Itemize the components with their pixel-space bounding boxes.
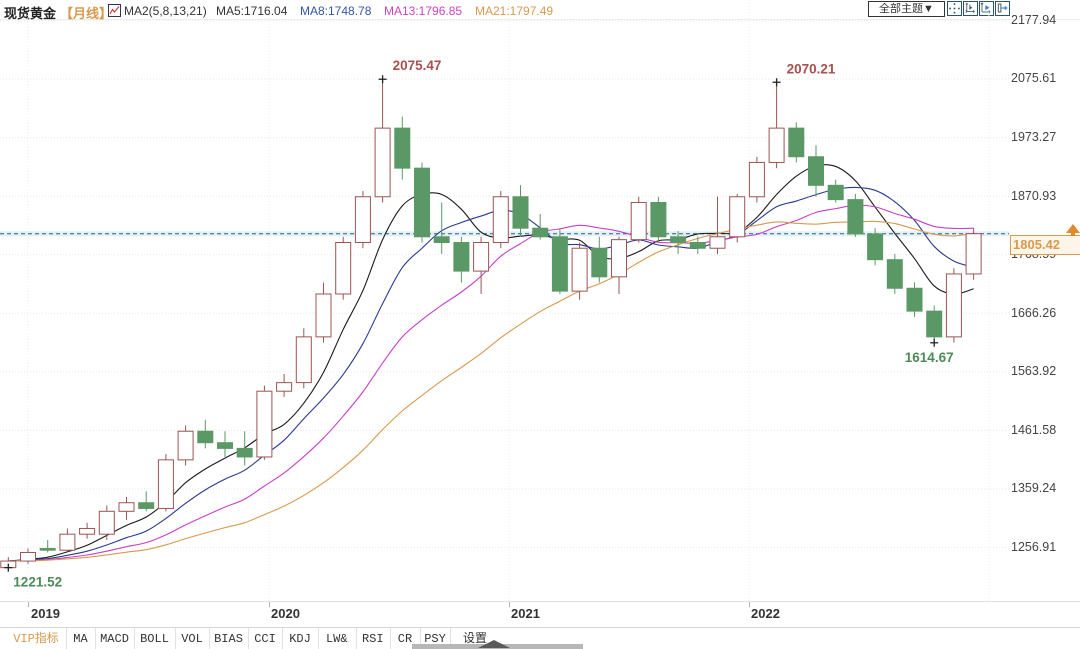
svg-text:1221.52: 1221.52: [13, 575, 62, 590]
svg-text:2070.21: 2070.21: [787, 61, 836, 76]
svg-text:2075.47: 2075.47: [393, 58, 442, 73]
svg-text:1614.67: 1614.67: [905, 350, 954, 365]
